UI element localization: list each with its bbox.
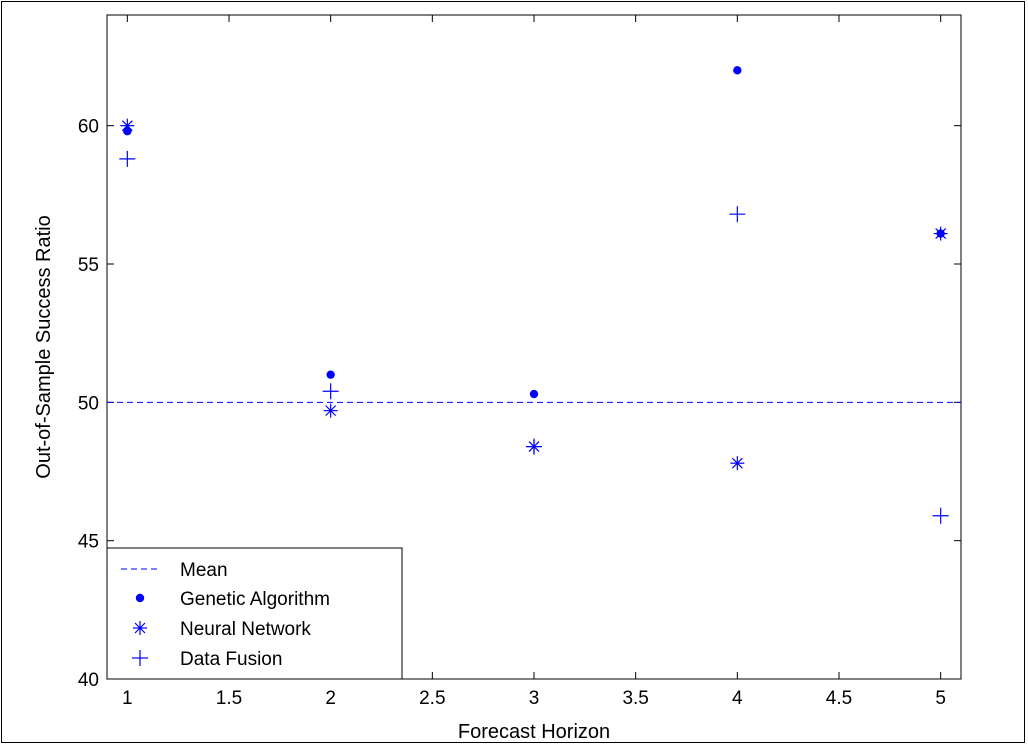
legend-genetic-algorithm-swatch	[135, 593, 145, 603]
neural-network-point	[730, 456, 745, 471]
y-axis-label: Out-of-Sample Success Ratio	[33, 215, 55, 478]
y-tick-label: 50	[78, 393, 99, 414]
ast-d2	[325, 405, 337, 417]
legend-data-fusion-swatch	[132, 650, 148, 666]
y-tick-label: 45	[78, 532, 99, 553]
ast-d2	[121, 120, 133, 132]
x-tick-label: 4.5	[826, 688, 852, 709]
ast-d2	[935, 228, 947, 239]
legend: Mean Genetic Algorithm Neural Network Data …	[106, 547, 403, 680]
data-marks	[119, 66, 949, 524]
y-tick-label: 55	[78, 255, 99, 276]
dot-marker	[135, 593, 145, 603]
neural-network-point	[120, 118, 135, 133]
data-fusion-point	[729, 206, 746, 223]
legend-data-fusion-label: Data Fusion	[180, 649, 282, 670]
x-tick-label: 3.5	[622, 688, 648, 709]
x-tick-label: 4	[732, 688, 743, 709]
data-fusion-point	[322, 383, 339, 400]
x-tick-label: 2	[325, 688, 336, 709]
data-fusion-point	[119, 150, 136, 167]
ast-d2	[731, 457, 743, 469]
neural-network-point	[323, 403, 338, 418]
x-axis-label: Forecast Horizon	[458, 721, 610, 743]
data-fusion-point	[526, 438, 542, 455]
genetic-algorithm-point	[326, 370, 335, 379]
x-tick-label: 1.5	[216, 688, 242, 709]
genetic-algorithm-point	[529, 389, 539, 399]
x-tick-label: 3	[529, 688, 540, 709]
legend-mean-label: Mean	[180, 560, 228, 581]
dot-marker	[326, 370, 335, 379]
dot-marker	[733, 66, 742, 75]
genetic-algorithm-point	[733, 66, 742, 75]
y-tick-label: 40	[78, 670, 99, 691]
legend-box	[106, 547, 403, 680]
x-tick-label: 5	[935, 688, 946, 709]
data-fusion-point	[932, 507, 949, 524]
x-tick-label: 1	[122, 688, 133, 709]
x-tick-label: 2.5	[419, 688, 445, 709]
ast-d2	[134, 622, 146, 634]
legend-neural-network-swatch	[133, 621, 147, 635]
neural-network-point	[933, 226, 948, 241]
dot-marker	[529, 389, 539, 399]
legend-genetic-algorithm-label: Genetic Algorithm	[180, 589, 330, 610]
legend-neural-network-label: Neural Network	[180, 619, 311, 640]
y-tick-label: 60	[78, 117, 99, 138]
